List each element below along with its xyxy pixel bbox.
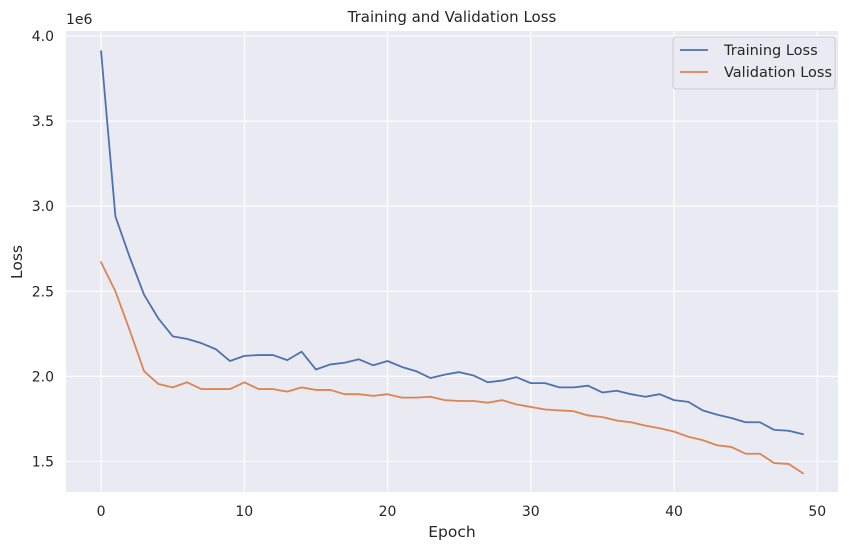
y-tick-label: 2.5	[32, 284, 54, 300]
y-tick-label: 2.0	[32, 369, 54, 385]
series-lines	[99, 50, 805, 475]
series-line-validation	[99, 261, 805, 475]
legend-label-training: Training Loss	[723, 43, 818, 59]
x-tick-label: 10	[235, 504, 253, 520]
y-tick-label: 1.5	[32, 454, 54, 470]
x-tick-label: 50	[808, 504, 826, 520]
y-tick-label: 3.0	[32, 199, 54, 215]
legend: Training Loss Validation Loss	[672, 36, 836, 90]
legend-label-validation: Validation Loss	[724, 65, 832, 81]
x-axis-label: Epoch	[428, 523, 475, 541]
x-tick-label: 0	[97, 504, 106, 520]
y-offset-label: 1e6	[66, 12, 93, 28]
x-tick-label: 40	[665, 504, 683, 520]
grid-lines	[66, 31, 838, 492]
chart-title: Training and Validation Loss	[347, 8, 557, 26]
x-tick-labels: 0 10 20 30 40 50	[97, 504, 827, 520]
x-tick-label: 30	[522, 504, 540, 520]
y-tick-label: 3.5	[32, 114, 54, 130]
y-tick-labels: 1.5 2.0 2.5 3.0 3.5 4.0	[32, 29, 54, 470]
plot-area	[66, 31, 838, 492]
legend-box	[672, 36, 836, 90]
y-tick-label: 4.0	[32, 29, 54, 45]
series-line-training	[100, 50, 804, 436]
x-tick-label: 20	[379, 504, 397, 520]
y-axis-label: Loss	[8, 245, 26, 279]
